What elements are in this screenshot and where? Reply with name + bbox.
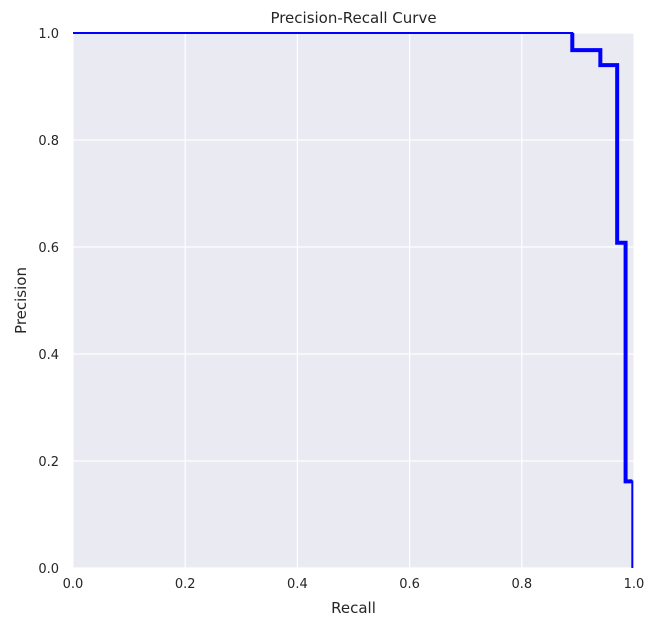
y-tick-label: 0.8 xyxy=(38,134,59,149)
x-tick-label: 0.6 xyxy=(399,577,420,592)
x-tick-label: 0.2 xyxy=(175,577,196,592)
x-axis-label: Recall xyxy=(331,599,376,617)
plot-area xyxy=(73,33,634,568)
chart-title: Precision-Recall Curve xyxy=(270,9,436,27)
y-axis-ticks: 0.0 0.2 0.4 0.6 0.8 1.0 xyxy=(38,27,59,577)
x-axis-ticks: 0.0 0.2 0.4 0.6 0.8 1.0 xyxy=(63,577,645,592)
y-axis-label: Precision xyxy=(12,267,30,334)
x-tick-label: 0.8 xyxy=(511,577,532,592)
y-tick-label: 0.0 xyxy=(38,562,59,577)
y-tick-label: 0.4 xyxy=(38,348,59,363)
x-tick-label: 0.0 xyxy=(63,577,84,592)
precision-recall-curve-step-segment xyxy=(570,33,633,484)
y-tick-label: 1.0 xyxy=(38,27,59,42)
x-tick-label: 1.0 xyxy=(624,577,645,592)
y-tick-label: 0.2 xyxy=(38,455,59,470)
y-tick-label: 0.6 xyxy=(38,241,59,256)
x-tick-label: 0.4 xyxy=(287,577,308,592)
